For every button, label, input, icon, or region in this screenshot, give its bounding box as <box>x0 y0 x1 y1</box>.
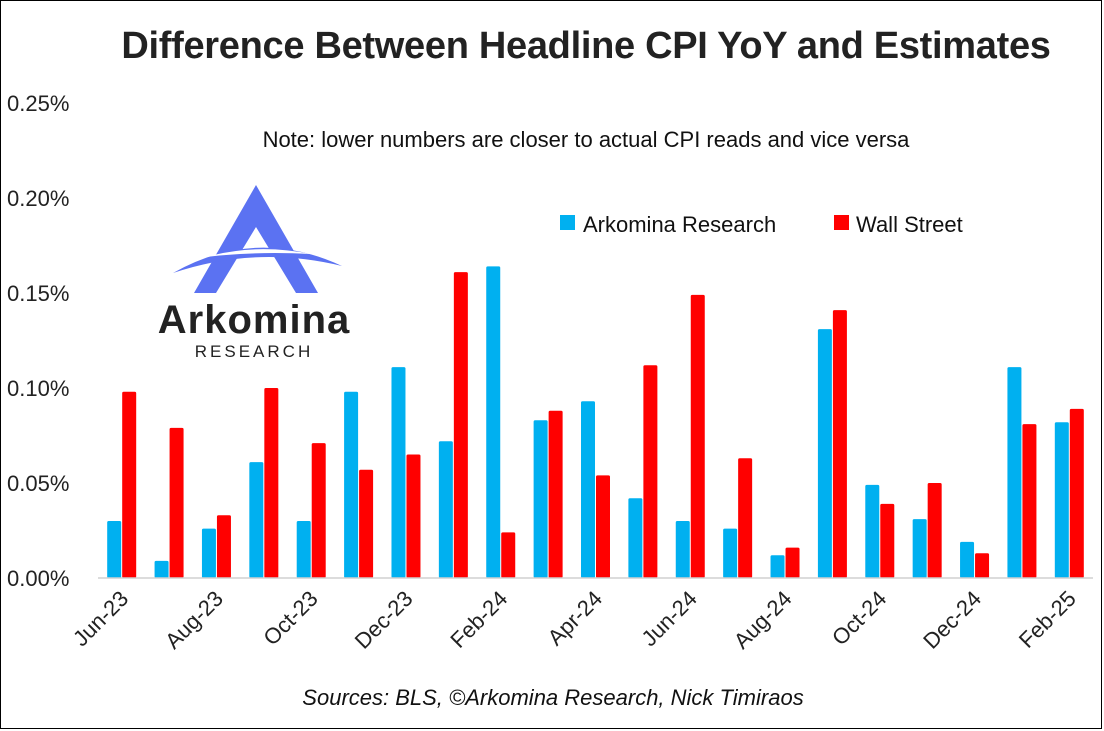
bar-wallstreet <box>738 458 753 578</box>
y-tick-label: 0.20% <box>7 186 69 211</box>
x-tick-label: Aug-23 <box>160 586 228 654</box>
bar-arkomina <box>201 528 216 578</box>
y-tick-label: 0.15% <box>7 281 69 306</box>
bar-wallstreet <box>690 294 705 578</box>
legend-label-arkomina: Arkomina Research <box>583 212 776 237</box>
x-tick-label: Dec-23 <box>350 586 418 654</box>
logo-mark-icon <box>173 185 342 293</box>
bar-wallstreet <box>501 532 516 578</box>
bar-arkomina <box>912 519 927 578</box>
y-axis: 0.00% 0.05% 0.10% 0.15% 0.20% 0.25% <box>7 91 69 591</box>
logo-wordmark: Arkomina <box>158 298 351 342</box>
x-tick-label: Oct-23 <box>258 586 322 650</box>
bar-wallstreet <box>975 553 990 578</box>
bar-arkomina <box>628 498 643 578</box>
bar-wallstreet <box>311 443 326 578</box>
legend-swatch-arkomina <box>560 215 575 230</box>
bar-wallstreet <box>643 365 658 578</box>
bar-arkomina <box>154 560 169 578</box>
bar-wallstreet <box>596 475 610 578</box>
legend-swatch-wallstreet <box>834 215 849 230</box>
bar-wallstreet <box>927 483 942 578</box>
x-tick-label: Feb-25 <box>1014 586 1081 653</box>
arkomina-logo: Arkomina RESEARCH <box>158 185 351 361</box>
y-tick-label: 0.25% <box>7 91 69 116</box>
bar-wallstreet <box>785 547 800 578</box>
bar-arkomina <box>438 441 453 578</box>
bar-wallstreet <box>453 272 468 578</box>
chart-subtitle: Note: lower numbers are closer to actual… <box>262 127 910 152</box>
bar-arkomina <box>723 528 738 578</box>
bar-wallstreet <box>406 454 421 578</box>
bar-arkomina <box>533 420 548 578</box>
x-tick-label: Feb-24 <box>445 586 512 653</box>
chart-title: Difference Between Headline CPI YoY and … <box>121 25 1051 67</box>
bar-arkomina <box>675 521 690 578</box>
bar-arkomina <box>1054 422 1069 578</box>
logo-tagline: RESEARCH <box>195 342 313 361</box>
bar-arkomina <box>865 484 880 578</box>
bar-wallstreet <box>264 388 279 578</box>
bar-wallstreet <box>216 515 231 578</box>
bar-arkomina <box>817 329 832 578</box>
y-tick-label: 0.10% <box>7 376 69 401</box>
bar-arkomina <box>296 521 311 578</box>
x-tick-label: Dec-24 <box>918 586 986 654</box>
source-note: Sources: BLS, ©Arkomina Research, Nick T… <box>302 685 804 710</box>
bar-arkomina <box>344 391 359 578</box>
x-tick-label: Oct-24 <box>827 586 891 650</box>
bar-wallstreet <box>832 310 847 578</box>
bar-arkomina <box>1007 367 1022 578</box>
bars <box>107 266 1084 578</box>
bar-arkomina <box>960 541 975 578</box>
bar-wallstreet <box>548 410 563 578</box>
bar-wallstreet <box>169 427 184 578</box>
x-axis: Jun-23 Aug-23 Oct-23 Dec-23 Feb-24 Apr-24 Jun-… <box>68 586 1081 654</box>
bar-arkomina <box>486 266 501 578</box>
y-tick-label: 0.00% <box>7 566 69 591</box>
bar-arkomina <box>581 401 595 578</box>
bar-wallstreet <box>359 469 374 578</box>
y-tick-label: 0.05% <box>7 471 69 496</box>
bar-wallstreet <box>880 503 895 578</box>
bar-wallstreet <box>122 391 137 578</box>
legend: Arkomina Research Wall Street <box>560 212 963 237</box>
x-tick-label: Apr-24 <box>543 586 607 650</box>
bar-arkomina <box>249 462 264 578</box>
x-tick-label: Jun-23 <box>68 586 133 651</box>
bar-wallstreet <box>1022 424 1037 578</box>
x-tick-label: Aug-24 <box>729 586 797 654</box>
bar-arkomina <box>770 555 785 578</box>
legend-label-wallstreet: Wall Street <box>856 212 963 237</box>
x-tick-label: Jun-24 <box>637 586 702 651</box>
bar-arkomina <box>391 367 406 578</box>
bar-wallstreet <box>1069 408 1084 578</box>
bar-arkomina <box>107 521 122 578</box>
